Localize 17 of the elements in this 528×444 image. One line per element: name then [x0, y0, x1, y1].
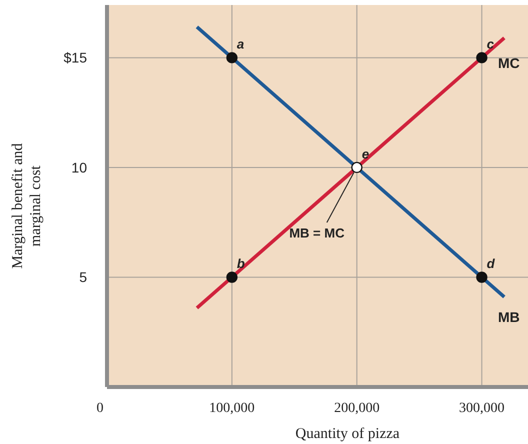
annotation: MB = MC — [289, 225, 346, 240]
annotation: b — [236, 256, 245, 272]
y-tick-label: 10 — [71, 159, 88, 176]
y-axis-title: Marginal benefit and marginal cost — [10, 142, 44, 269]
x-tick-label: 0 — [96, 401, 104, 416]
x-tick-label: 300,000 — [459, 401, 505, 416]
annotation: d — [486, 256, 496, 272]
annotation: a — [236, 36, 244, 52]
annotation: e — [362, 146, 370, 162]
y-tick-label: $15 — [64, 50, 88, 66]
x-tick-label: 100,000 — [209, 401, 255, 416]
x-axis-title: Quantity of pizza — [295, 426, 400, 442]
series-label: MC — [498, 54, 520, 71]
series-label: MB — [498, 308, 520, 325]
y-tick-label: 5 — [79, 269, 88, 286]
x-tick-label: 200,000 — [334, 401, 380, 416]
annotation: c — [486, 36, 495, 52]
